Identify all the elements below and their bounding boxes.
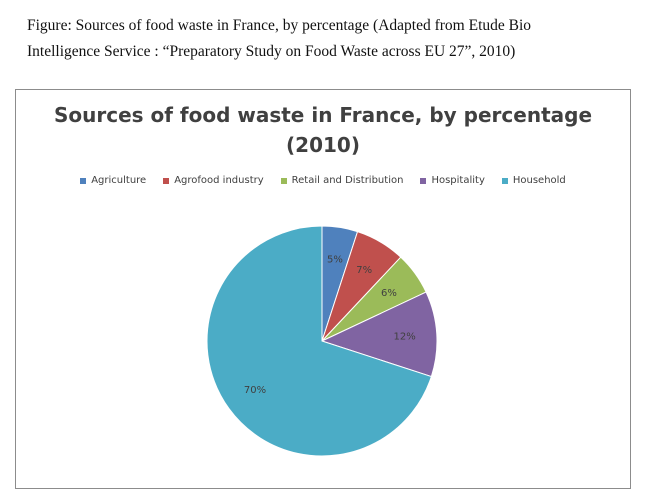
legend-swatch-retail-and-distribution xyxy=(280,177,287,184)
legend-label-retail-and-distribution: Retail and Distribution xyxy=(291,175,404,186)
legend-item-hospitality: Hospitality xyxy=(420,175,485,186)
data-label-agrofood-industry: 7% xyxy=(356,265,372,276)
legend-label-hospitality: Hospitality xyxy=(431,175,485,186)
figure-caption: Figure: Sources of food waste in France,… xyxy=(27,13,627,65)
data-label-retail-and-distribution: 6% xyxy=(381,288,397,299)
legend-item-household: Household xyxy=(501,175,566,186)
figure-caption-line-1: Figure: Sources of food waste in France,… xyxy=(27,17,532,34)
legend-label-agriculture: Agriculture xyxy=(91,175,147,186)
chart-title-line-1: Sources of food waste in France, by perc… xyxy=(53,103,593,127)
figure-caption-line-2: Intelligence Service : “Preparatory Stud… xyxy=(27,43,516,60)
legend-swatch-household xyxy=(501,177,508,184)
chart-title-line-2: (2010) xyxy=(286,133,360,157)
data-label-agriculture: 5% xyxy=(327,255,343,266)
chart-title: Sources of food waste in France, by perc… xyxy=(16,100,630,160)
pie-slice-household xyxy=(206,225,433,457)
legend-label-agrofood-industry: Agrofood industry xyxy=(174,175,264,186)
legend-item-agrofood-industry: Agrofood industry xyxy=(163,175,264,186)
chart-area: Sources of food waste in France, by perc… xyxy=(15,89,631,489)
chart-legend: Agriculture Agrofood industry Retail and D… xyxy=(16,175,630,186)
legend-label-household: Household xyxy=(512,175,566,186)
legend-swatch-hospitality xyxy=(420,177,427,184)
legend-item-agriculture: Agriculture xyxy=(80,175,146,186)
data-label-household: 70% xyxy=(244,385,266,396)
legend-swatch-agriculture xyxy=(80,177,87,184)
pie-chart: 5% 7% 6% 12% 70% xyxy=(206,225,438,457)
legend-swatch-agrofood-industry xyxy=(163,177,170,184)
legend-item-retail-and-distribution: Retail and Distribution xyxy=(280,175,404,186)
pie-slice-hospitality xyxy=(320,291,438,378)
data-label-hospitality: 12% xyxy=(394,331,416,342)
